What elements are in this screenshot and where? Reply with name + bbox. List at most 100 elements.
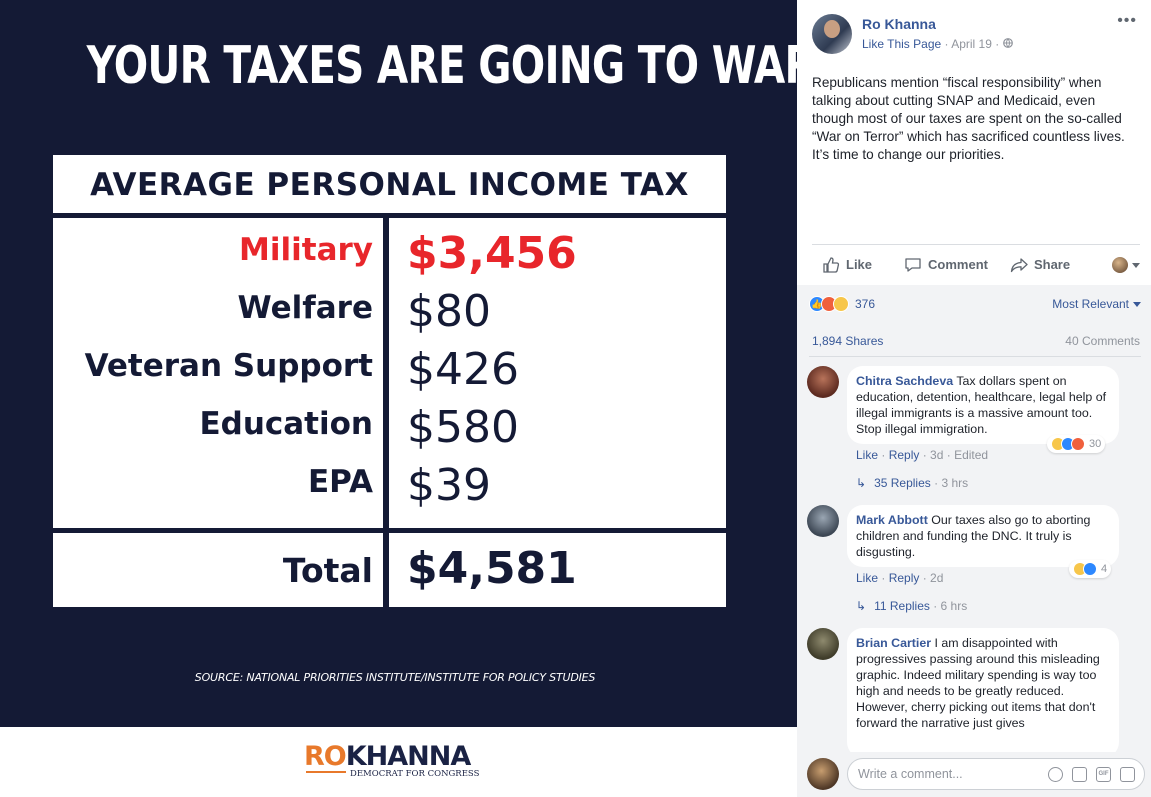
row-label-education: Education bbox=[199, 406, 373, 442]
rokhanna-logo: ROKHANNA DEMOCRAT FOR CONGRESS bbox=[304, 741, 479, 779]
sort-label: Most Relevant bbox=[1052, 297, 1129, 311]
commenter-name[interactable]: Chitra Sachdeva bbox=[856, 374, 954, 388]
audience-selector[interactable] bbox=[1112, 257, 1140, 273]
graphic-footer bbox=[0, 727, 797, 797]
share-button[interactable]: Share bbox=[1010, 256, 1070, 274]
like-reaction-icon bbox=[1083, 562, 1097, 576]
logo-khanna: KHANNA bbox=[345, 741, 472, 772]
comment-edited: Edited bbox=[954, 448, 989, 462]
reaction-count: 376 bbox=[855, 297, 876, 311]
comment-text: Tax dollars spent on education, detentio… bbox=[856, 374, 1107, 436]
angry-reaction-icon bbox=[1071, 437, 1085, 451]
row-label-veteran: Veteran Support bbox=[84, 348, 373, 384]
comment-bubble: Chitra Sachdeva Tax dollars spent on edu… bbox=[847, 366, 1119, 444]
commenter-name[interactable]: Brian Cartier bbox=[856, 636, 932, 650]
row-value-veteran: $426 bbox=[407, 344, 519, 395]
logo-ro: RO bbox=[304, 741, 347, 772]
replies-link[interactable]: 35 Replies bbox=[874, 476, 931, 490]
comment-bubble: Brian Cartier I am disappointed with pro… bbox=[847, 628, 1119, 758]
comment-reply-link[interactable]: Reply bbox=[888, 448, 920, 462]
reactions-summary[interactable]: 👍 376 bbox=[809, 296, 875, 312]
replies-age: 3 hrs bbox=[941, 476, 969, 490]
view-replies[interactable]: ↳ 35 Replies · 3 hrs bbox=[856, 476, 969, 490]
post-date[interactable]: April 19 bbox=[951, 37, 992, 51]
post-header: Ro Khanna Like This Page · April 19 · ••… bbox=[797, 0, 1151, 285]
row-value-welfare: $80 bbox=[407, 286, 491, 337]
row-value-epa: $39 bbox=[407, 460, 491, 511]
share-icon bbox=[1010, 257, 1028, 272]
comment-button[interactable]: Comment bbox=[904, 256, 988, 274]
row-label-welfare: Welfare bbox=[237, 290, 373, 326]
thumbs-up-icon bbox=[823, 256, 840, 273]
replies-link[interactable]: 11 Replies bbox=[874, 599, 930, 613]
globe-icon bbox=[1002, 37, 1013, 51]
post-meta: Like This Page · April 19 · bbox=[862, 37, 1013, 51]
table-title: AVERAGE PERSONAL INCOME TAX bbox=[53, 155, 726, 213]
emoji-icon[interactable] bbox=[1048, 767, 1063, 782]
commenter-avatar[interactable] bbox=[807, 628, 839, 660]
total-value: $4,581 bbox=[407, 543, 577, 594]
total-label: Total bbox=[282, 551, 373, 590]
comment-text: Our taxes also go to aborting children a… bbox=[856, 513, 1091, 559]
like-label: Like bbox=[846, 257, 873, 272]
total-value-cell: $4,581 bbox=[389, 533, 726, 607]
post-text: Republicans mention “fiscal responsibili… bbox=[812, 75, 1125, 162]
reply-arrow-icon: ↳ bbox=[856, 599, 867, 613]
labels-cell: Military Welfare Veteran Support Educati… bbox=[53, 218, 383, 528]
my-avatar bbox=[807, 758, 839, 790]
page-name-link[interactable]: Ro Khanna bbox=[862, 16, 936, 32]
row-value-education: $580 bbox=[407, 402, 519, 453]
like-page-link[interactable]: Like This Page bbox=[862, 37, 942, 51]
comment-reactions[interactable]: 30 bbox=[1047, 435, 1106, 453]
sticker-icon[interactable] bbox=[1120, 767, 1135, 782]
gif-icon[interactable]: GIF bbox=[1096, 767, 1111, 782]
values-cell: $3,456 $80 $426 $580 $39 bbox=[389, 218, 726, 528]
comment-label: Comment bbox=[928, 257, 988, 272]
comment-age[interactable]: 3d bbox=[930, 448, 944, 462]
chevron-down-icon bbox=[1132, 262, 1140, 268]
graphic-headline: YOUR TAXES ARE GOING TO WAR bbox=[86, 36, 816, 96]
like-button[interactable]: Like bbox=[822, 256, 872, 274]
comment-text: I am disappointed with progressives pass… bbox=[856, 636, 1100, 698]
camera-icon[interactable] bbox=[1072, 767, 1087, 782]
comment-like-link[interactable]: Like bbox=[856, 571, 879, 585]
logo-subtitle: DEMOCRAT FOR CONGRESS bbox=[350, 769, 480, 779]
tax-graphic: YOUR TAXES ARE GOING TO WAR AVERAGE PERS… bbox=[0, 0, 797, 797]
shares-count[interactable]: 1,894 Shares bbox=[812, 334, 884, 348]
sad-reaction-icon bbox=[833, 296, 849, 312]
comment-input[interactable]: Write a comment... bbox=[847, 758, 1145, 790]
comment-icon bbox=[905, 257, 921, 272]
share-label: Share bbox=[1033, 257, 1071, 272]
comment-composer: Write a comment... GIF bbox=[797, 752, 1151, 797]
comment-reaction-count: 4 bbox=[1101, 563, 1108, 575]
composer-tools: GIF bbox=[1039, 767, 1135, 782]
logo-underline bbox=[306, 771, 346, 773]
ellipsis-icon[interactable]: ••• bbox=[1117, 12, 1137, 29]
comment-meta: Like · Reply · 3d · Edited bbox=[856, 448, 989, 462]
facebook-post-panel: Ro Khanna Like This Page · April 19 · ••… bbox=[797, 0, 1151, 797]
comment-text-continued: However, cherry picking out items that d… bbox=[856, 700, 1096, 730]
page-avatar[interactable] bbox=[812, 14, 852, 54]
comment-reply-link[interactable]: Reply bbox=[888, 571, 920, 585]
comment-bubble: Mark Abbott Our taxes also go to abortin… bbox=[847, 505, 1119, 567]
profile-mini-avatar bbox=[1112, 257, 1128, 273]
commenter-avatar[interactable] bbox=[807, 505, 839, 537]
comment-reaction-count: 30 bbox=[1089, 438, 1102, 450]
source-note: SOURCE: NATIONAL PRIORITIES INSTITUTE/IN… bbox=[194, 671, 596, 684]
comment-like-link[interactable]: Like bbox=[856, 448, 879, 462]
row-label-military: Military bbox=[239, 232, 373, 268]
row-label-epa: EPA bbox=[307, 464, 373, 500]
comment-age[interactable]: 2d bbox=[930, 571, 944, 585]
post-actions: Like Comment Share bbox=[812, 244, 1140, 284]
view-replies[interactable]: ↳ 11 Replies · 6 hrs bbox=[856, 599, 968, 613]
comments-count[interactable]: 40 Comments bbox=[1065, 334, 1140, 348]
reply-arrow-icon: ↳ bbox=[856, 476, 867, 490]
commenter-avatar[interactable] bbox=[807, 366, 839, 398]
comment-meta: Like · Reply · 2d bbox=[856, 571, 944, 585]
divider bbox=[809, 356, 1141, 357]
comment-reactions[interactable]: 4 bbox=[1069, 560, 1112, 578]
sort-dropdown[interactable]: Most Relevant bbox=[1052, 297, 1141, 311]
total-label-cell: Total bbox=[53, 533, 383, 607]
commenter-name[interactable]: Mark Abbott bbox=[856, 513, 928, 527]
row-value-military: $3,456 bbox=[407, 228, 577, 279]
